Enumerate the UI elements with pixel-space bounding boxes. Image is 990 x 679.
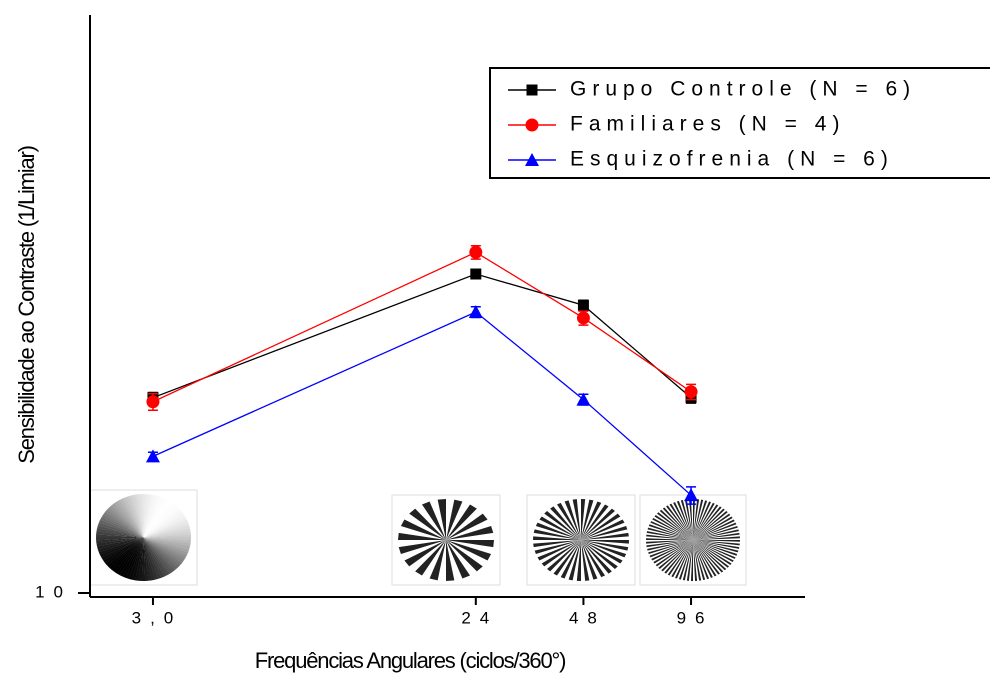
data-point bbox=[577, 311, 590, 324]
data-point bbox=[470, 269, 481, 280]
x-tick-label: 24 bbox=[461, 608, 498, 627]
legend-marker bbox=[526, 119, 539, 132]
x-tick-label: 96 bbox=[677, 608, 714, 627]
y-tick-label: 10 bbox=[35, 582, 72, 601]
y-axis-label: Sensibilidade ao Contraste (1/Limiar) bbox=[14, 146, 39, 464]
legend-marker bbox=[527, 85, 538, 96]
legend-label: Grupo Controle (N = 6) bbox=[570, 78, 916, 101]
data-point bbox=[146, 395, 159, 408]
data-point bbox=[578, 300, 589, 311]
chart: Frequências Angulares (ciclos/360°) Sens… bbox=[0, 0, 990, 679]
data-point bbox=[685, 385, 698, 398]
series-line bbox=[153, 312, 691, 495]
data-point bbox=[469, 246, 482, 259]
x-axis-label: Frequências Angulares (ciclos/360°) bbox=[255, 648, 565, 673]
data-point bbox=[146, 449, 160, 462]
legend-label: Familiares (N = 4) bbox=[570, 113, 845, 136]
x-tick-label: 48 bbox=[569, 608, 606, 627]
x-tick-label: 3,0 bbox=[132, 608, 183, 627]
grating-images bbox=[90, 490, 746, 585]
legend-label: Esquizofrenia (N = 6) bbox=[570, 148, 894, 171]
series-line bbox=[153, 252, 691, 401]
